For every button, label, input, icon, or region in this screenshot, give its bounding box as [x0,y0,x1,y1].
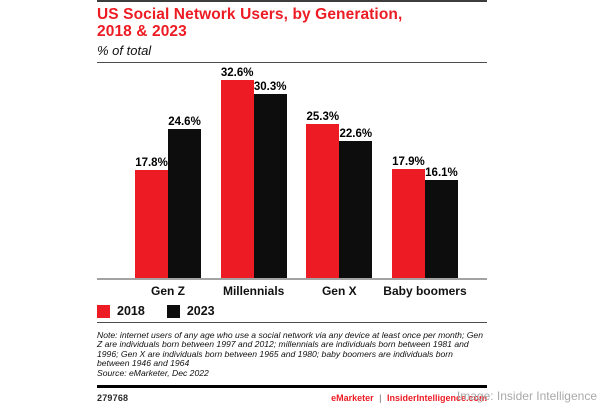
brand: eMarketer | InsiderIntelligence.com [331,393,487,403]
note-divider [97,322,487,323]
image-credit-watermark: Image: Insider Intelligence [456,389,597,403]
legend-item-2023: 2023 [166,304,215,318]
bar-2018-millennials: 32.6% [220,67,254,278]
category-label: Gen X [321,284,357,298]
brand-emarketer: eMarketer [331,393,374,403]
bar-2023-baby-boomers: 16.1% [424,167,458,278]
note-block: Note: internet users of any age who use … [97,330,487,378]
bar-value-label: 25.3% [306,111,340,123]
footer-divider [97,385,487,389]
chart-subtitle: % of total [97,43,152,58]
bar-2023-gen-x: 22.6% [339,128,373,278]
bar-value-label: 24.6% [168,116,201,128]
category-label: Gen Z [150,284,186,298]
bar-value-label: 17.9% [392,156,425,168]
legend: 2018 2023 [97,304,487,318]
chart-id: 279768 [97,393,129,403]
bar-value-label: 32.6% [220,67,254,79]
bar-2018-gen-x: 25.3% [306,111,340,278]
chart-note: Note: internet users of any age who use … [97,330,483,369]
legend-label-2023: 2023 [186,304,215,318]
chart-footer: 279768 eMarketer | InsiderIntelligence.c… [97,393,487,403]
category-label: Millennials [222,284,285,298]
bar-group-millennials: 32.6% 30.3% Millennials [220,63,287,298]
category-label: Baby boomers [383,284,467,298]
chart-source: Source: eMarketer, Dec 2022 [97,367,209,378]
top-divider [97,0,487,2]
title-divider [97,62,487,63]
bar-value-label: 17.8% [135,157,168,169]
bar-value-label: 16.1% [425,167,458,179]
bar-group-gen-z: 17.8% 24.6% Gen Z [135,63,201,298]
brand-url: InsiderIntelligence.com [386,393,487,403]
chart-card: US Social Network Users, by Generation, … [97,0,487,403]
bar-group-baby-boomers: 17.9% 16.1% Baby boomers [383,63,466,298]
bar-2023-millennials: 30.3% [253,81,287,278]
bar-2023-gen-z: 24.6% [168,116,201,278]
brand-separator: | [379,393,382,403]
legend-label-2018: 2018 [117,304,145,318]
legend-swatch-2018 [97,304,110,318]
plot-area: 17.8% 24.6% Gen Z 32.6% 30.3% Millennials 25.3… [97,63,487,298]
chart-title: US Social Network Users, by Generation, … [97,6,403,40]
bar-group-gen-x: 25.3% 22.6% Gen X [306,63,373,298]
bar-2018-baby-boomers: 17.9% [391,156,425,278]
legend-item-2018: 2018 [97,304,145,318]
bar-2018-gen-z: 17.8% [135,157,168,278]
bar-value-label: 22.6% [339,128,373,140]
bar-value-label: 30.3% [253,81,287,93]
legend-swatch-2023 [166,304,180,318]
